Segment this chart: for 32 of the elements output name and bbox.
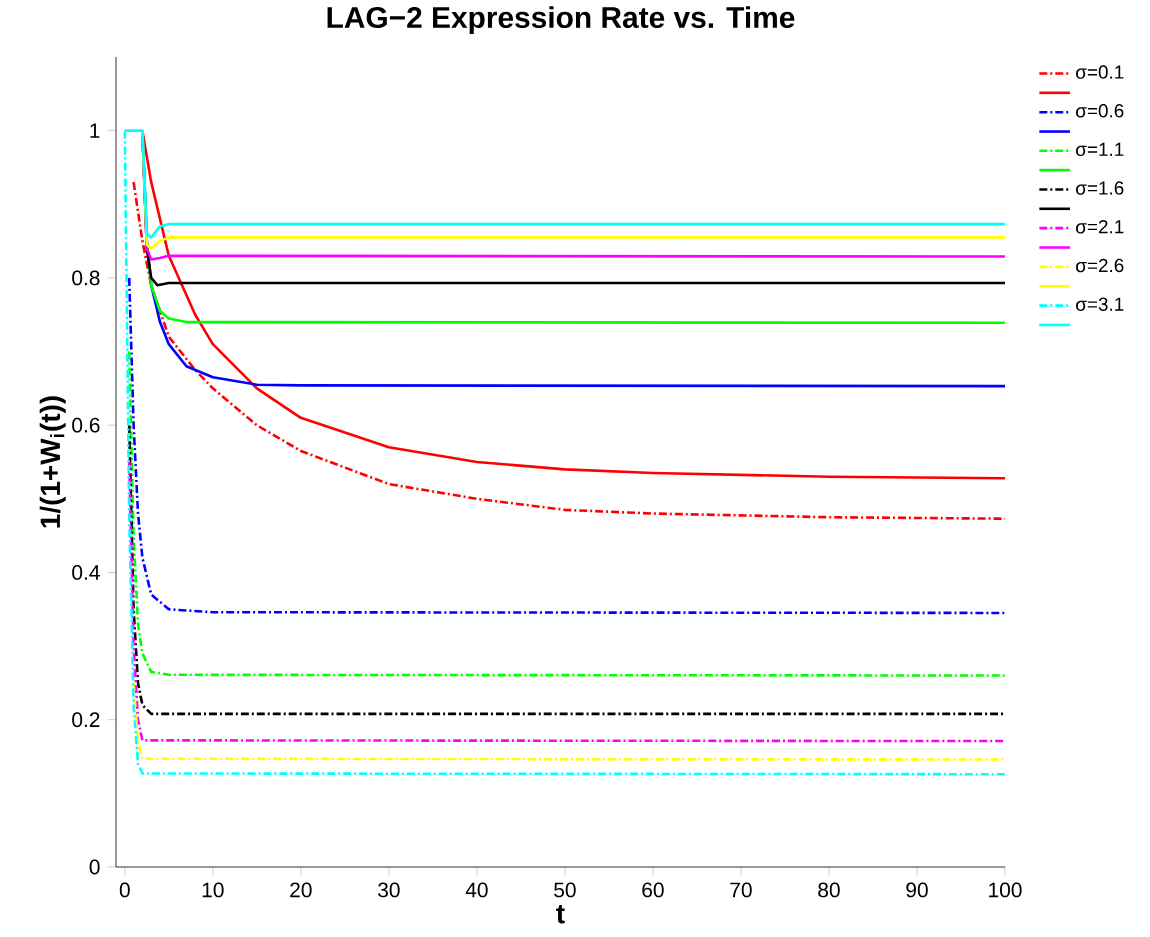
y-tick-label: 1 — [90, 123, 100, 138]
y-tick-label: 0.2 — [72, 712, 100, 728]
y-axis-title: 1/(1+W$_{i}$(t)) — [39, 396, 66, 528]
legend-label: σ=1.1 — [1076, 142, 1124, 157]
x-tick-label: 40 — [465, 882, 488, 898]
legend-label: σ=1.6 — [1076, 181, 1124, 195]
legend-label: σ=3.1 — [1076, 297, 1124, 311]
legend-label: σ=0.6 — [1076, 104, 1124, 118]
chart-title: LAG−2 Expression Rate vs. Time — [327, 6, 795, 34]
x-tick-label: 0 — [119, 882, 130, 898]
x-tick-label: 20 — [290, 882, 312, 898]
x-tick-label: 80 — [818, 882, 840, 898]
legend-label: σ=2.6 — [1076, 258, 1124, 273]
x-tick-label: 30 — [378, 882, 400, 898]
x-tick-label: 60 — [642, 882, 664, 898]
line-series — [132, 681, 1006, 761]
y-tick-label: 0 — [89, 859, 100, 875]
y-tick-label: 0.6 — [72, 417, 100, 433]
x-axis-title: t — [556, 905, 565, 924]
line-series — [127, 460, 1006, 743]
x-tick-label: 70 — [730, 882, 752, 898]
x-tick-label: 10 — [202, 882, 224, 898]
x-tick-label: 90 — [906, 882, 928, 898]
y-tick-label: 0.4 — [72, 565, 100, 580]
legend-label: σ=0.1 — [1076, 65, 1124, 79]
line-series — [127, 276, 1006, 615]
y-tick-label: 0.8 — [72, 270, 100, 286]
legend-label: σ=2.1 — [1076, 220, 1124, 234]
line-series — [127, 350, 1006, 677]
line-series — [127, 423, 1006, 716]
x-tick-label: 50 — [554, 882, 576, 898]
x-tick-label: 100 — [989, 882, 1022, 898]
